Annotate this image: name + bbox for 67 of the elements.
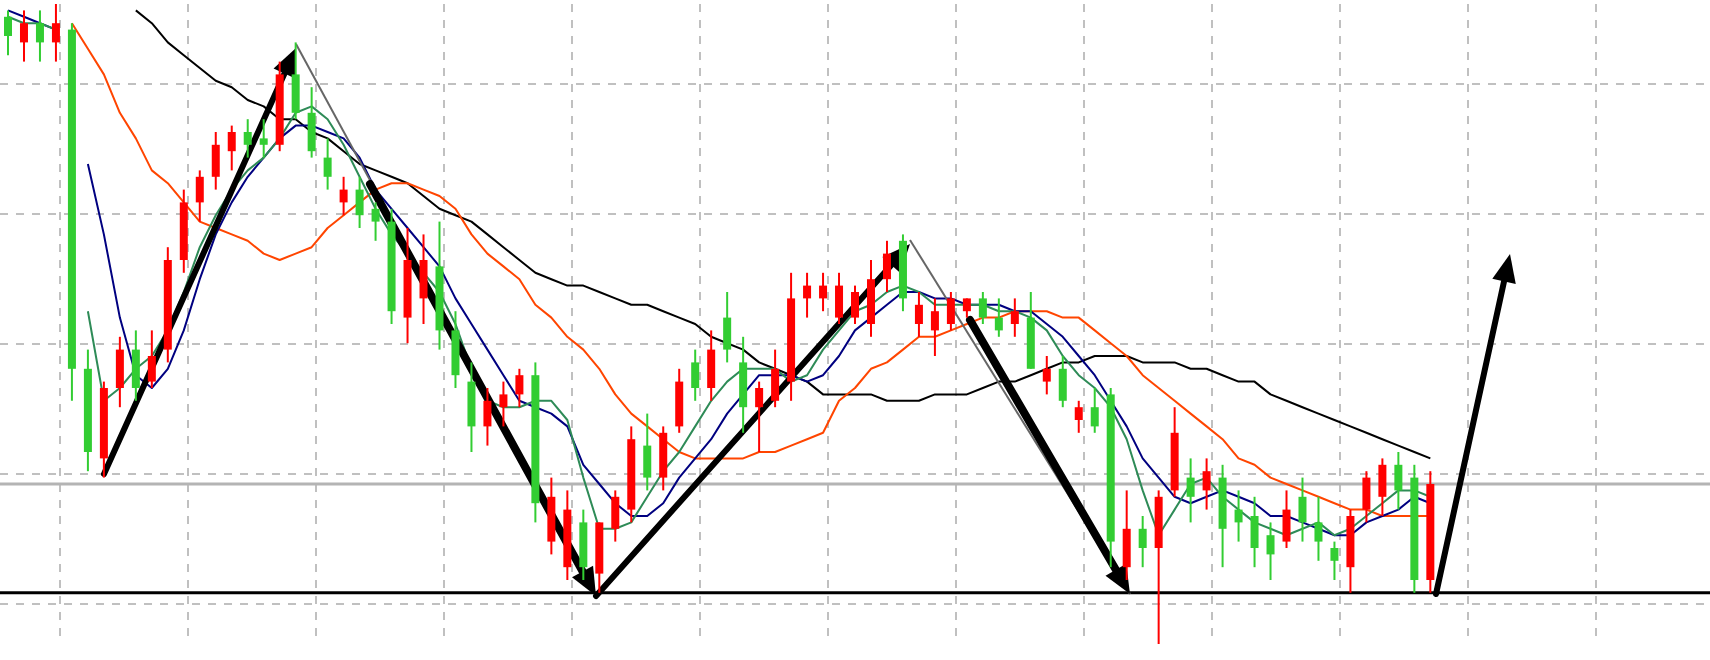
candlestick: [35, 9, 44, 63]
candlestick: [1122, 489, 1131, 581]
candlestick: [467, 361, 476, 453]
candlestick: [1090, 387, 1099, 434]
candlestick: [866, 259, 875, 338]
candlestick: [355, 175, 364, 229]
candlestick: [1186, 457, 1195, 524]
candlestick: [914, 291, 923, 338]
candlestick: [691, 348, 700, 402]
candlestick: [291, 41, 300, 121]
candlestick: [115, 335, 124, 409]
candlestick: [1362, 470, 1371, 524]
candlestick: [946, 291, 955, 332]
candlestick: [882, 239, 891, 293]
candlestick: [227, 124, 236, 172]
candlestick: [1042, 355, 1051, 396]
candlestick: [147, 329, 156, 389]
candlestick: [243, 118, 252, 159]
candlestick: [739, 335, 748, 434]
candlestick: [851, 284, 860, 325]
candlestick: [755, 380, 764, 453]
candlestick: [1298, 476, 1307, 543]
candlestick: [659, 425, 668, 492]
candlestick: [483, 387, 492, 447]
candlestick: [1314, 495, 1323, 562]
candlestick: [131, 329, 140, 402]
candlestick: [1010, 297, 1019, 338]
candlestick: [707, 329, 716, 402]
candlestick: [675, 367, 684, 434]
candlestick: [515, 367, 524, 409]
candlestick: [611, 489, 620, 543]
candlestick: [1202, 457, 1211, 511]
candlestick: [1378, 457, 1387, 517]
candlestick: [323, 137, 332, 191]
candlestick: [195, 169, 204, 223]
candlestick: [211, 131, 220, 191]
candlestick: [451, 310, 460, 389]
candlestick: [499, 380, 508, 428]
candlestick: [371, 201, 380, 242]
candlestick: [19, 9, 28, 63]
candlestick: [547, 476, 556, 556]
candlestick: [1058, 355, 1067, 409]
candlestick: [771, 348, 780, 409]
candlestick: [339, 175, 348, 217]
candlestick: [723, 291, 732, 364]
candlestick: [1234, 489, 1243, 543]
candlestick: [643, 412, 652, 492]
candlestick: [579, 508, 588, 581]
candlestick: [1330, 540, 1339, 581]
candlestick: [51, 4, 60, 63]
candlestick: [803, 271, 812, 319]
candlestick: [1138, 515, 1147, 569]
candlestick: [1394, 451, 1403, 511]
candlestick: [1266, 521, 1275, 581]
candlestick: [307, 86, 316, 159]
candlestick: [962, 297, 971, 319]
candlestick: [994, 297, 1003, 338]
candlestick: [1282, 489, 1291, 549]
candlestick: [819, 271, 828, 313]
candlestick: [930, 297, 939, 357]
candlestick: [978, 291, 987, 325]
candlestick: [4, 9, 12, 57]
candlestick: [419, 233, 428, 325]
candlestick: [1074, 399, 1083, 434]
candlestick: [1250, 495, 1259, 569]
candlestick: [259, 118, 268, 159]
candlestick: [835, 271, 844, 325]
